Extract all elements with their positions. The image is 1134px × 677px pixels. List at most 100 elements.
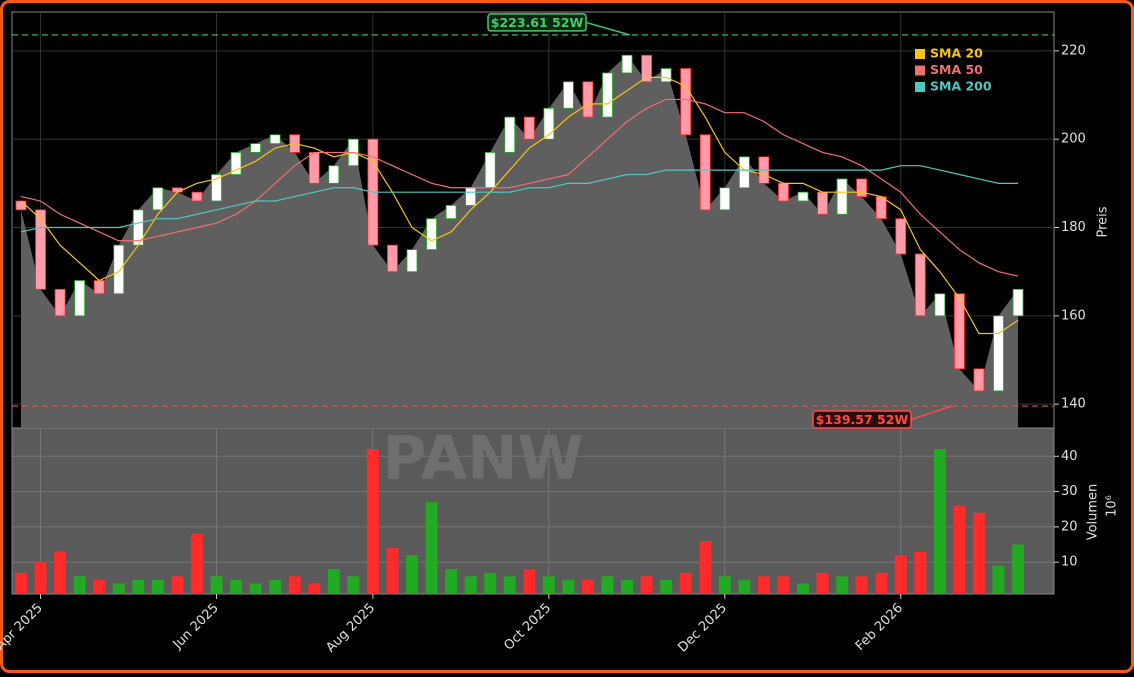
volume-bar: [797, 583, 809, 594]
candle-body: [895, 218, 907, 255]
candle-body: [15, 200, 27, 211]
legend-label: SMA 200: [930, 79, 992, 94]
sma-line: [20, 98, 1019, 277]
volume-bar: [132, 579, 145, 594]
volume-bar: [601, 576, 614, 594]
sma-line: [20, 165, 1019, 233]
high-label: $223.61 52W: [491, 15, 584, 30]
volume-bar: [953, 505, 966, 594]
candle-body: [504, 116, 516, 153]
candle-body: [602, 72, 613, 118]
y-tick-label: 200: [1061, 132, 1086, 147]
y-tick-label: 40: [1061, 449, 1078, 464]
y-tick-label: 140: [1061, 397, 1086, 412]
volume-bar: [445, 569, 458, 594]
volume-bar: [621, 579, 634, 594]
volume-axis-label: Volumen: [1086, 484, 1101, 541]
volume-bar: [855, 576, 868, 594]
low-label-box: [812, 410, 912, 429]
low-arrow: [910, 405, 953, 421]
sma-line: [20, 76, 1019, 335]
candle-body: [973, 368, 985, 392]
volume-bar: [190, 533, 203, 594]
candle-body: [465, 187, 477, 206]
volume-bar: [992, 565, 1005, 594]
candle-body: [523, 116, 535, 140]
candle-body: [836, 178, 848, 215]
candle-body: [211, 174, 222, 202]
y-tick-label: 20: [1061, 519, 1078, 534]
volume-bar: [464, 576, 477, 594]
volume-bar: [738, 579, 751, 594]
candle-body: [445, 205, 457, 220]
volume-bar: [875, 572, 888, 594]
candle-body: [563, 81, 574, 109]
volume-bar: [269, 579, 282, 594]
legend-label: SMA 20: [930, 46, 983, 61]
volume-bar: [503, 576, 516, 594]
candle-body: [328, 165, 340, 184]
candle-body: [699, 134, 711, 211]
volume-bar: [640, 576, 653, 594]
candle-body: [230, 152, 242, 175]
volume-bar: [151, 579, 164, 594]
y-tick-label: 10: [1061, 555, 1078, 570]
volume-bar: [210, 576, 223, 594]
candle-body: [35, 209, 46, 290]
volume-bar: [308, 583, 321, 594]
candle-body: [113, 244, 125, 295]
volume-bar: [112, 583, 125, 594]
legend-swatch: [915, 65, 925, 76]
candle-body: [387, 244, 398, 273]
candle-body: [582, 81, 594, 118]
volume-bar: [406, 555, 418, 594]
volume-bar: [54, 551, 67, 594]
candle-body: [934, 293, 946, 317]
y-axis-label: Preis: [1096, 206, 1111, 237]
volume-bar: [230, 579, 243, 594]
high-arrow: [585, 21, 631, 36]
candle-body: [621, 54, 633, 74]
candle-body: [406, 249, 418, 273]
candle-body: [914, 253, 926, 317]
volume-bar: [972, 512, 985, 594]
volume-bar: [894, 555, 907, 594]
candle-body: [680, 68, 692, 136]
volume-bar: [171, 576, 184, 594]
candle-body: [191, 191, 203, 202]
candle-body: [93, 280, 105, 295]
candle-body: [269, 134, 281, 145]
candle-body: [484, 152, 496, 189]
volume-bar: [366, 449, 379, 594]
candle-body: [74, 280, 86, 317]
volume-bar: [699, 541, 712, 594]
candle-body: [1012, 288, 1024, 317]
volume-bar: [425, 502, 438, 594]
candle-body: [778, 182, 789, 202]
candle-body: [660, 68, 672, 83]
legend-label: SMA 50: [930, 62, 983, 77]
high-label-box: [487, 13, 587, 32]
candle-body: [641, 54, 652, 83]
candle-body: [738, 156, 750, 189]
volume-bar: [914, 551, 927, 594]
volume-bar: [249, 583, 262, 594]
volume-bar: [73, 576, 86, 594]
volume-bar: [562, 579, 575, 594]
volume-bar: [93, 579, 106, 594]
y-tick-label: 30: [1061, 484, 1078, 499]
y-tick-label: 220: [1061, 43, 1086, 58]
volume-bar: [660, 579, 673, 594]
volume-scale: 10⁶: [1105, 495, 1120, 517]
volume-bar: [581, 579, 594, 594]
volume-bar: [288, 576, 301, 594]
volume-bar: [1012, 544, 1025, 594]
volume-bar: [836, 576, 849, 594]
volume-bar: [523, 569, 536, 594]
price-area: [21, 55, 1019, 428]
candle-body: [426, 218, 437, 250]
legend-swatch: [915, 49, 925, 59]
candle-body: [308, 152, 320, 184]
volume-bar: [347, 576, 360, 594]
